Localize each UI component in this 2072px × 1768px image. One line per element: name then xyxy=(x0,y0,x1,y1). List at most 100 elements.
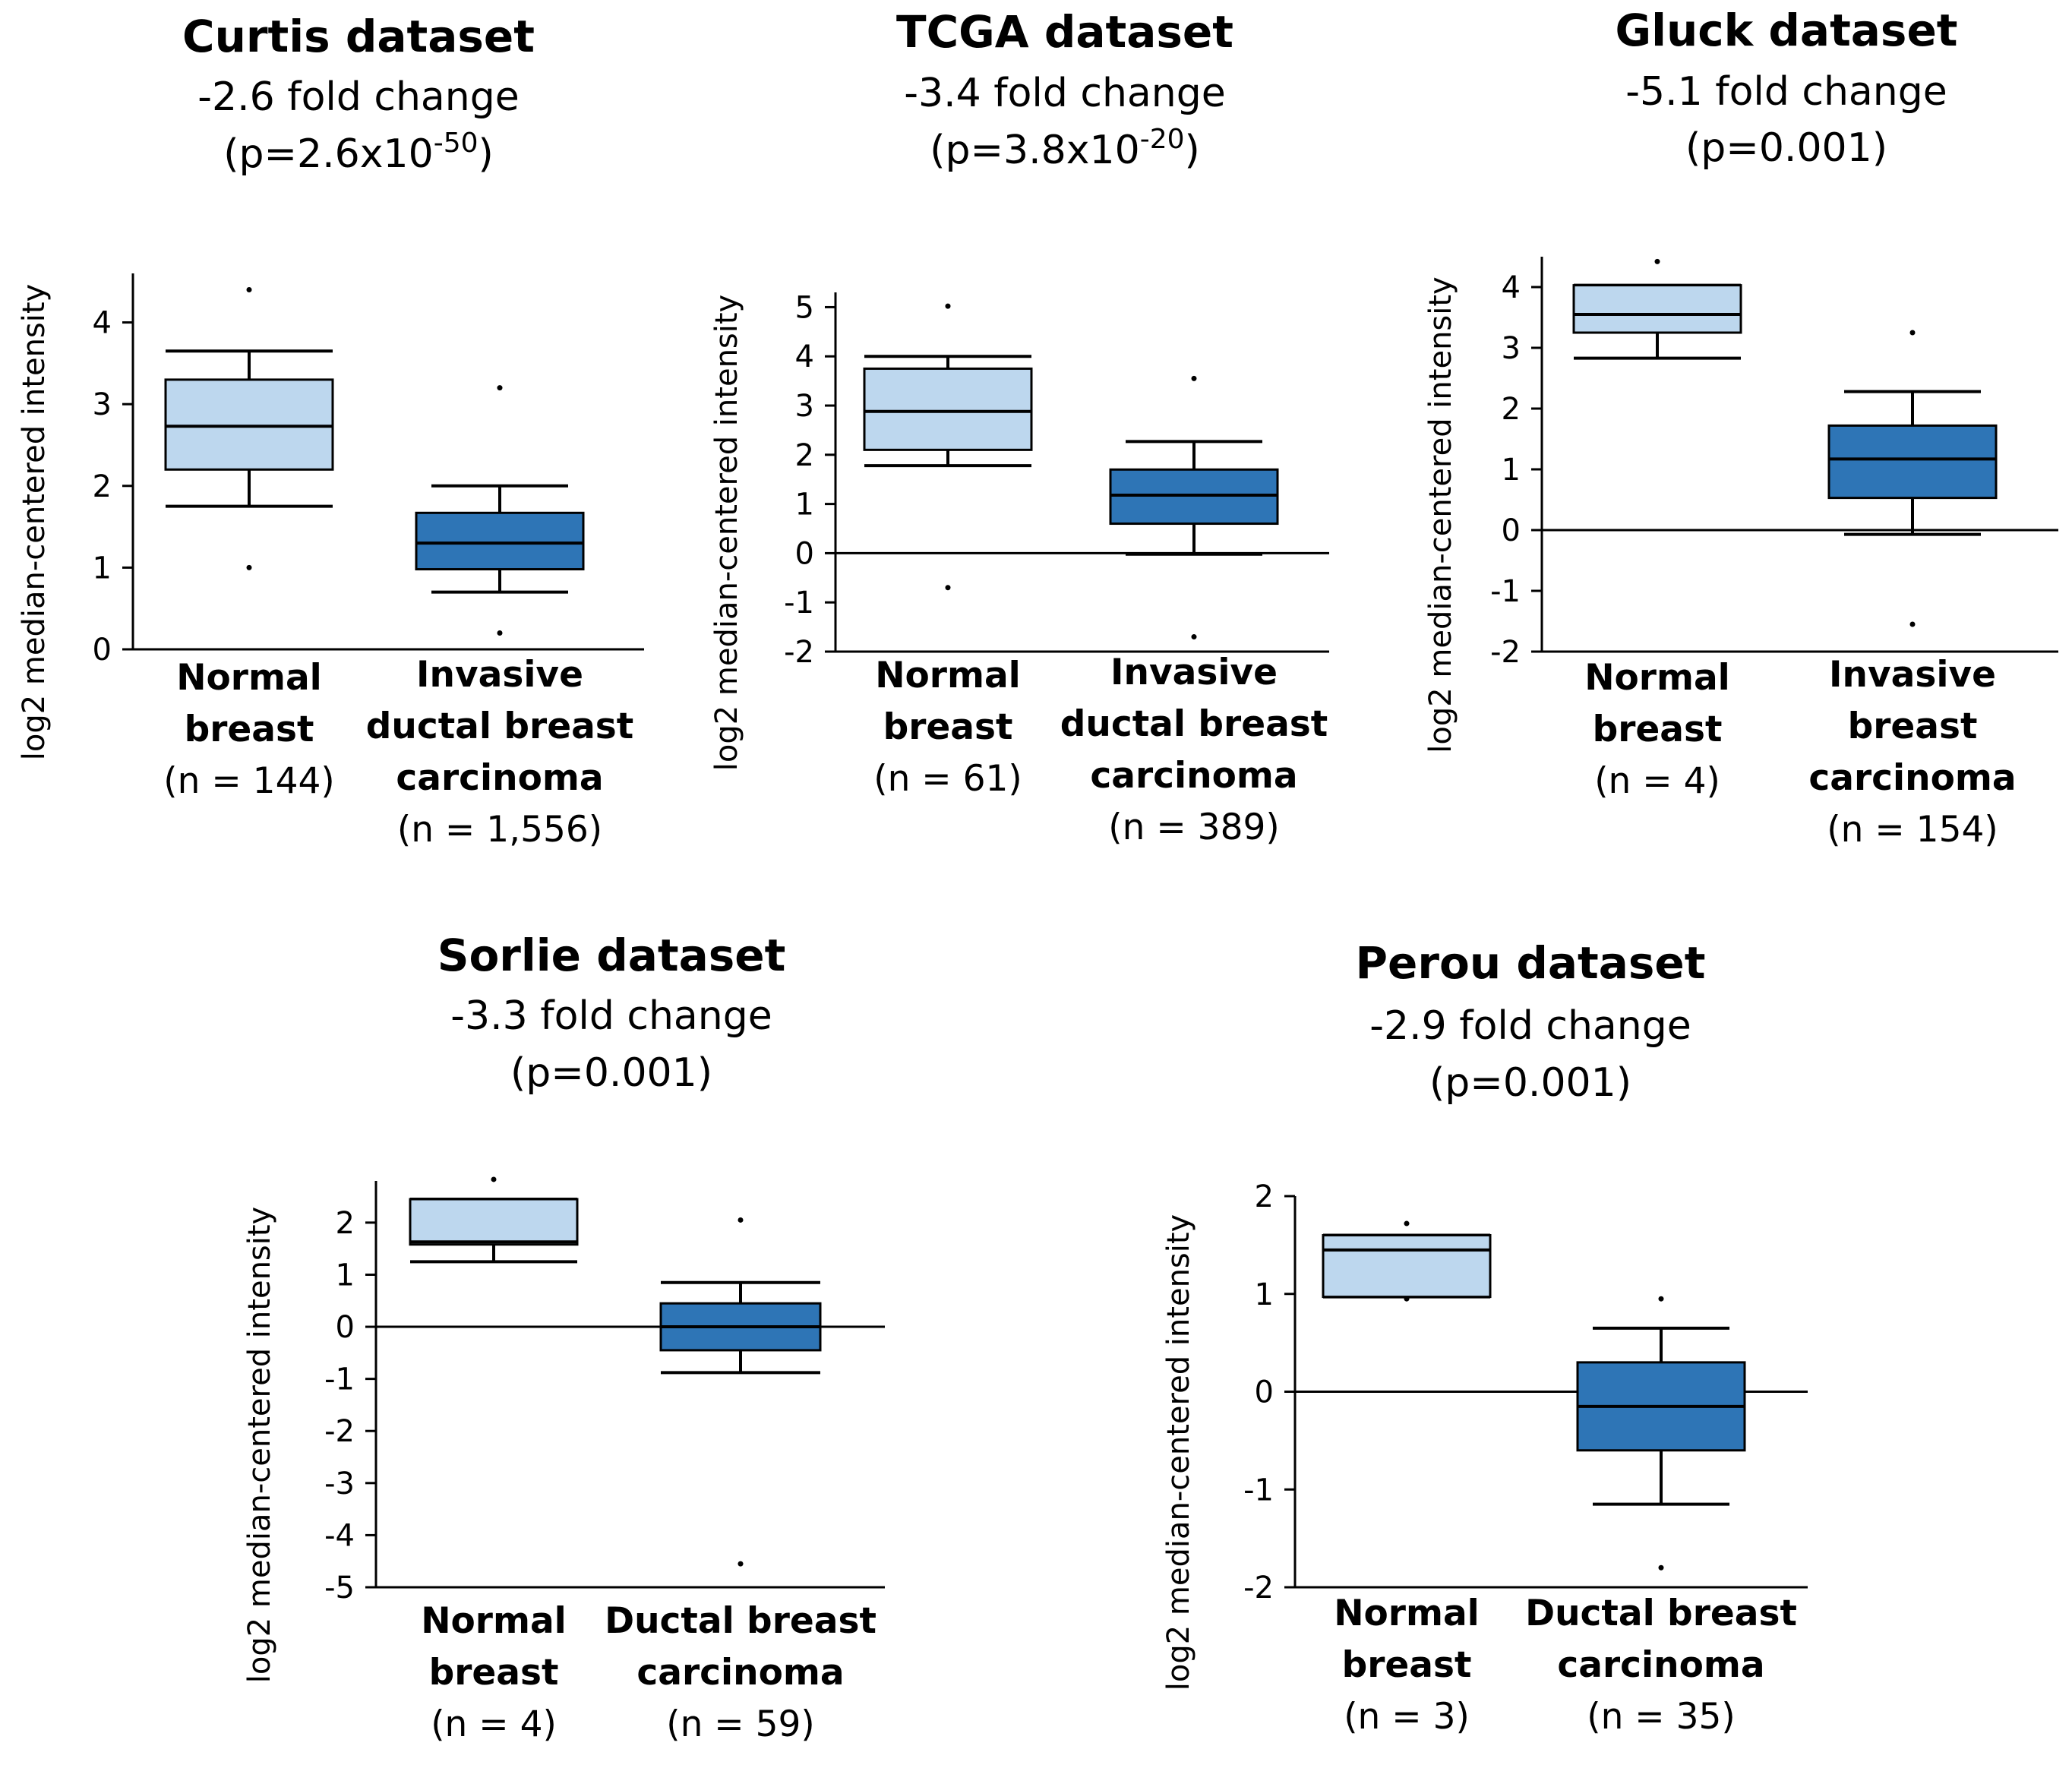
y-axis-label: log2 median-centered intensity xyxy=(1423,276,1458,753)
iqr-box xyxy=(415,511,585,571)
category-label: Normal xyxy=(176,657,322,699)
tumor-group-box: Invasive ductal breast carcinoma (n = 389) xyxy=(1060,375,1328,848)
fold-change-label: -2.6 fold change xyxy=(197,74,519,120)
y-tick-label: 3 xyxy=(795,389,814,424)
iqr-box xyxy=(409,1198,579,1246)
iqr-box xyxy=(1827,424,1998,500)
category-label: carcinoma xyxy=(636,1652,844,1694)
outlier-point xyxy=(246,287,252,293)
category-label: breast xyxy=(429,1652,559,1694)
y-tick-label: 4 xyxy=(93,306,112,341)
p-value-text: (p=2.6x10 xyxy=(223,131,434,177)
fold-change-label: -3.4 fold change xyxy=(904,71,1225,116)
outlier-point xyxy=(1654,258,1660,264)
chart-title: Sorlie dataset xyxy=(437,930,786,981)
chart-panel-1: Curtis dataset -2.6 fold change (p=2.6x10-… xyxy=(17,11,644,851)
category-label: breast xyxy=(1342,1644,1472,1686)
y-tick-label: 2 xyxy=(336,1206,355,1241)
y-tick-label: 2 xyxy=(93,469,112,504)
y-tick-label: 5 xyxy=(795,290,814,325)
sample-size-label: (n = 61) xyxy=(873,758,1022,800)
category-label: carcinoma xyxy=(396,757,603,799)
p-value-text: (p=0.001) xyxy=(1429,1060,1631,1106)
tumor-group-box: Ductal breast carcinoma (n = 35) xyxy=(1525,1296,1797,1738)
y-tick-label: 1 xyxy=(1255,1277,1274,1312)
tumor-group-box: Invasive ductal breast carcinoma (n = 1,556… xyxy=(366,385,633,851)
normal-group-box: Normal breast (n = 3) xyxy=(1322,1220,1492,1738)
y-tick-label: 2 xyxy=(1502,392,1521,427)
category-label: ductal breast xyxy=(1060,703,1328,745)
iqr-box xyxy=(164,378,334,471)
iqr-box xyxy=(1322,1234,1492,1299)
outlier-point xyxy=(1404,1220,1410,1227)
p-value-text: (p=3.8x10 xyxy=(930,128,1140,173)
chart-panel-3: Gluck dataset -5.1 fold change (p=0.001) -2… xyxy=(1423,5,2058,851)
chart-panel-5: Perou dataset -2.9 fold change (p=0.001) -2… xyxy=(1161,937,1808,1738)
iqr-box xyxy=(863,367,1033,451)
sample-size-label: (n = 144) xyxy=(163,760,334,802)
tumor-group-box: Ductal breast carcinoma (n = 59) xyxy=(605,1217,876,1745)
outlier-point xyxy=(1658,1296,1664,1302)
outlier-point xyxy=(497,385,503,391)
chart-title: Curtis dataset xyxy=(182,11,535,62)
outlier-point xyxy=(1909,621,1916,627)
sample-size-label: (n = 1,556) xyxy=(397,809,602,851)
y-tick-label: 2 xyxy=(1255,1179,1274,1214)
category-label: Ductal breast xyxy=(1525,1593,1797,1634)
y-tick-label: -2 xyxy=(1490,635,1521,670)
outlier-point xyxy=(1404,1296,1410,1302)
y-tick-label: -2 xyxy=(324,1414,355,1449)
y-tick-label: 0 xyxy=(336,1310,355,1345)
p-value-close: ) xyxy=(479,131,494,177)
chart-title: Perou dataset xyxy=(1356,937,1706,989)
y-tick-label: 3 xyxy=(1502,331,1521,366)
y-tick-label: -5 xyxy=(324,1571,355,1605)
p-value-label: (p=2.6x10-50) xyxy=(223,128,494,178)
p-value-label: (p=0.001) xyxy=(1429,1060,1631,1106)
y-tick-label: 1 xyxy=(1502,453,1521,488)
category-label: Invasive xyxy=(416,654,583,696)
y-tick-label: 1 xyxy=(336,1258,355,1293)
y-tick-label: 1 xyxy=(795,488,814,523)
chart-title: Gluck dataset xyxy=(1615,5,1957,56)
fold-change-label: -5.1 fold change xyxy=(1625,69,1947,115)
y-tick-label: 2 xyxy=(795,438,814,473)
y-tick-label: -3 xyxy=(324,1466,355,1501)
y-axis-label: log2 median-centered intensity xyxy=(242,1207,277,1683)
sample-size-label: (n = 154) xyxy=(1827,809,1998,851)
y-tick-label: 4 xyxy=(1502,270,1521,305)
category-label: breast xyxy=(883,706,1013,748)
category-label: breast xyxy=(1593,709,1723,750)
p-value-label: (p=0.001) xyxy=(1685,125,1887,171)
y-tick-label: -1 xyxy=(324,1362,355,1397)
sample-size-label: (n = 4) xyxy=(1594,760,1720,802)
y-tick-label: -2 xyxy=(1243,1571,1274,1605)
y-tick-label: 1 xyxy=(93,551,112,586)
y-tick-label: 4 xyxy=(795,339,814,374)
y-tick-label: -1 xyxy=(1490,574,1521,609)
sample-size-label: (n = 3) xyxy=(1344,1696,1470,1738)
outlier-point xyxy=(491,1176,497,1182)
y-tick-label: 0 xyxy=(1502,513,1521,548)
outlier-point xyxy=(1658,1564,1664,1571)
y-tick-label: -2 xyxy=(784,635,814,670)
outlier-point xyxy=(945,303,951,309)
p-value-exponent: -20 xyxy=(1140,124,1185,155)
y-tick-label: 0 xyxy=(795,536,814,571)
category-label: Invasive xyxy=(1829,654,1996,696)
sample-size-label: (n = 59) xyxy=(666,1703,815,1745)
category-label: Normal xyxy=(1334,1593,1480,1634)
outlier-point xyxy=(1909,330,1916,336)
p-value-exponent: -50 xyxy=(434,128,479,159)
y-tick-label: 0 xyxy=(93,633,112,668)
y-axis-label: log2 median-centered intensity xyxy=(17,284,52,760)
sample-size-label: (n = 35) xyxy=(1587,1696,1736,1738)
category-label: breast xyxy=(1848,706,1978,747)
category-label: Normal xyxy=(1584,657,1730,699)
y-tick-label: 3 xyxy=(93,387,112,422)
category-label: Normal xyxy=(875,655,1021,696)
y-tick-label: 0 xyxy=(1255,1375,1274,1410)
outlier-point xyxy=(1191,634,1197,640)
category-label: breast xyxy=(185,709,314,750)
